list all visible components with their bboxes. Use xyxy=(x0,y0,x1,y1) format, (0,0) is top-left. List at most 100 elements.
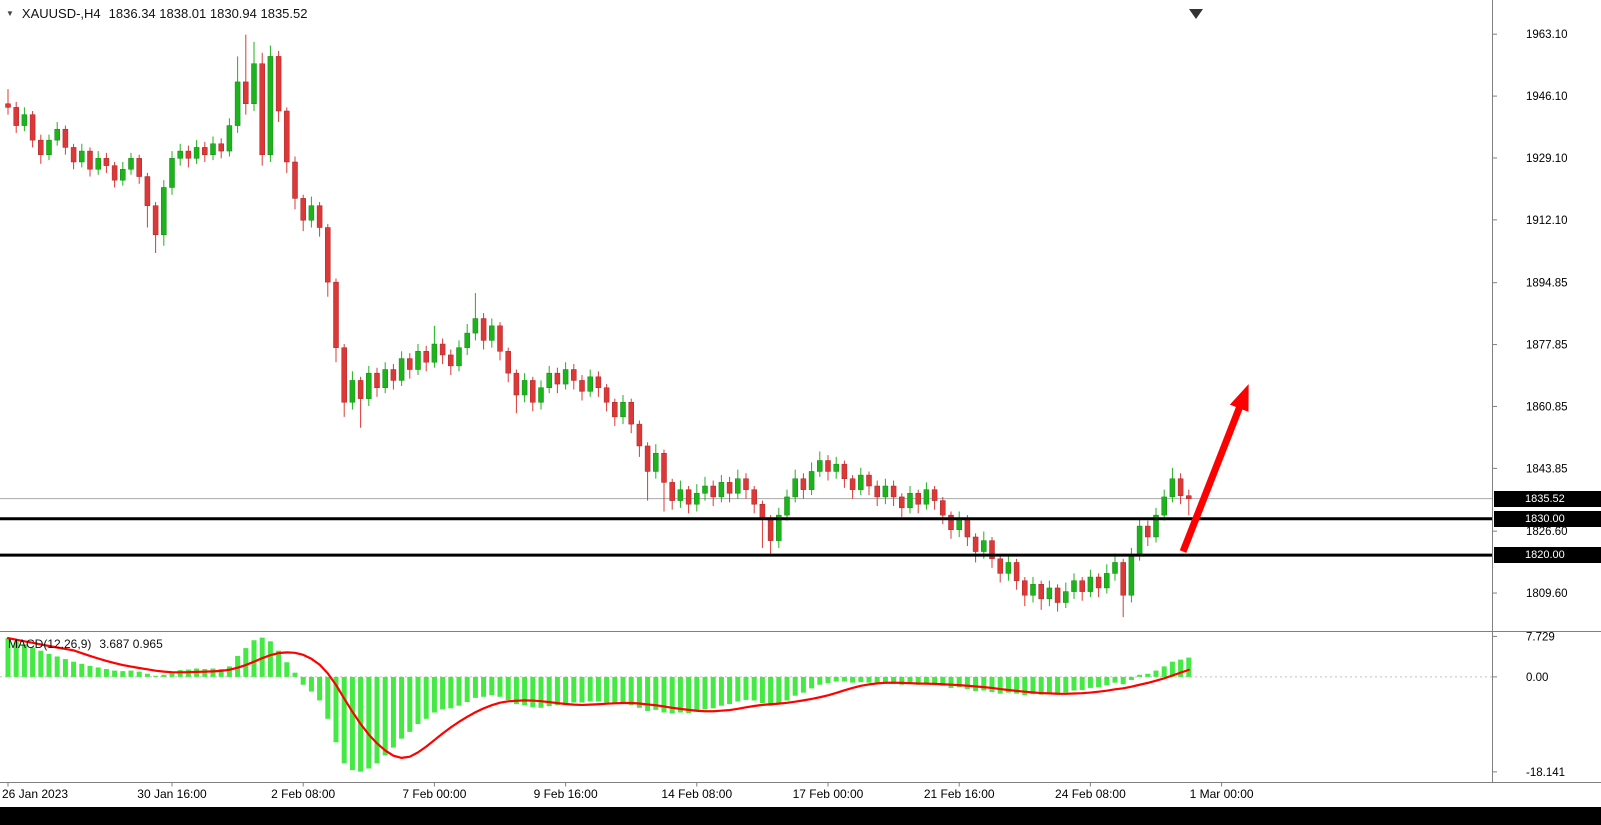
macd-bar xyxy=(21,644,27,677)
macd-bar xyxy=(653,676,659,710)
macd-bar xyxy=(1169,661,1175,677)
macd-axis: 7.729 0.00 -18.141 xyxy=(1492,631,1565,779)
candle-body xyxy=(1177,478,1184,496)
time-axis[interactable]: 26 Jan 2023 30 Jan 16:00 2 Feb 08:00 7 Feb … xyxy=(2,782,1254,802)
hline-1830-price-tag: 1830.00 xyxy=(1494,510,1601,527)
candle-body xyxy=(1186,495,1192,499)
macd-bar xyxy=(612,676,618,705)
candle-body xyxy=(456,347,462,367)
candle-body xyxy=(694,493,700,505)
macd-bar xyxy=(792,676,798,696)
price-axis-label: 1929.10 xyxy=(1526,153,1568,165)
macd-bar xyxy=(677,676,683,713)
candle-body xyxy=(103,158,110,166)
macd-bar xyxy=(390,676,396,748)
candle-body xyxy=(997,558,1003,574)
macd-bar xyxy=(153,675,159,677)
candle-body xyxy=(464,332,470,348)
macd-bar xyxy=(1128,676,1134,681)
macd-bar xyxy=(276,650,282,677)
macd-values-label: 3.687 0.965 xyxy=(99,637,163,651)
price-axis-label: 1860.85 xyxy=(1526,401,1568,413)
candle-body xyxy=(1063,591,1069,603)
price-axis-label: 1894.85 xyxy=(1526,278,1568,290)
candle-body xyxy=(800,478,807,490)
macd-bar xyxy=(751,676,757,701)
macd-bar xyxy=(177,670,183,677)
macd-signal-line xyxy=(6,637,1190,759)
macd-bar xyxy=(472,676,478,698)
candle-body xyxy=(776,514,782,541)
macd-bar xyxy=(440,676,446,710)
macd-bar xyxy=(1137,674,1143,677)
candle-body xyxy=(259,63,265,155)
symbol-dropdown-icon[interactable]: ▼ xyxy=(6,8,14,18)
candle-body xyxy=(398,358,405,381)
macd-bar xyxy=(218,669,224,677)
macd-bar xyxy=(1022,676,1028,696)
trend-arrow-head[interactable] xyxy=(1229,384,1249,412)
candle-body xyxy=(70,147,77,163)
macd-bar xyxy=(841,676,847,682)
candle-body xyxy=(603,387,610,403)
candle-body xyxy=(136,158,142,177)
macd-bar xyxy=(645,676,651,711)
macd-bar xyxy=(333,676,339,743)
macd-bar xyxy=(415,676,421,725)
macd-bar xyxy=(997,676,1003,694)
macd-bar xyxy=(1063,676,1069,693)
macd-bar xyxy=(1038,676,1044,695)
candle-body xyxy=(1136,525,1143,556)
candle-body xyxy=(521,380,528,396)
candle-body xyxy=(767,518,774,541)
macd-bar xyxy=(1055,676,1061,695)
price-axis-label: 1946.10 xyxy=(1526,91,1568,103)
candle-body xyxy=(1022,580,1028,596)
candle-body xyxy=(62,128,69,148)
macd-bar xyxy=(882,676,888,684)
candle-body xyxy=(284,110,290,163)
macd-bar xyxy=(973,676,979,692)
candle-body xyxy=(538,387,544,403)
price-axis[interactable]: 1963.10 1946.10 1929.10 1912.10 1894.85 1877.… xyxy=(1492,29,1568,600)
candle-body xyxy=(841,463,848,479)
candle-body xyxy=(931,489,938,501)
macd-bar xyxy=(497,676,503,697)
candle-body xyxy=(218,143,224,152)
candle-body xyxy=(251,63,257,104)
candle-body xyxy=(333,281,339,348)
candle-body xyxy=(177,150,183,159)
candle-body xyxy=(1128,554,1135,596)
macd-axis-label: 7.729 xyxy=(1526,631,1555,643)
candle-body xyxy=(956,518,962,530)
macd-bar xyxy=(669,676,675,714)
candle-body xyxy=(480,318,487,341)
candle-body xyxy=(972,536,979,552)
macd-bar xyxy=(243,648,249,677)
candle-body xyxy=(95,158,101,170)
macd-bar xyxy=(964,676,970,689)
candle-body xyxy=(899,496,905,509)
candle-body xyxy=(1079,580,1085,592)
macd-bar xyxy=(538,676,544,708)
candle-body xyxy=(661,452,667,483)
candle-body xyxy=(382,369,388,388)
macd-bar xyxy=(448,676,454,709)
candle-body xyxy=(390,369,397,381)
time-axis-label: 14 Feb 08:00 xyxy=(661,787,732,801)
candle-body xyxy=(111,165,118,181)
macd-bar xyxy=(891,676,897,684)
chart-shift-marker-icon[interactable] xyxy=(1189,9,1203,19)
candle-body xyxy=(357,380,364,399)
macd-bar xyxy=(522,676,528,706)
macd-bar xyxy=(784,676,790,701)
time-axis-label: 7 Feb 00:00 xyxy=(402,787,466,801)
macd-bar xyxy=(743,676,749,700)
candle-body xyxy=(833,463,839,472)
macd-bar xyxy=(1186,657,1192,677)
macd-indicator-label: MACD(12,26,9) 3.687 0.965 xyxy=(8,637,163,651)
candle-body xyxy=(1005,562,1012,574)
trend-arrow-shaft[interactable] xyxy=(1179,401,1245,553)
